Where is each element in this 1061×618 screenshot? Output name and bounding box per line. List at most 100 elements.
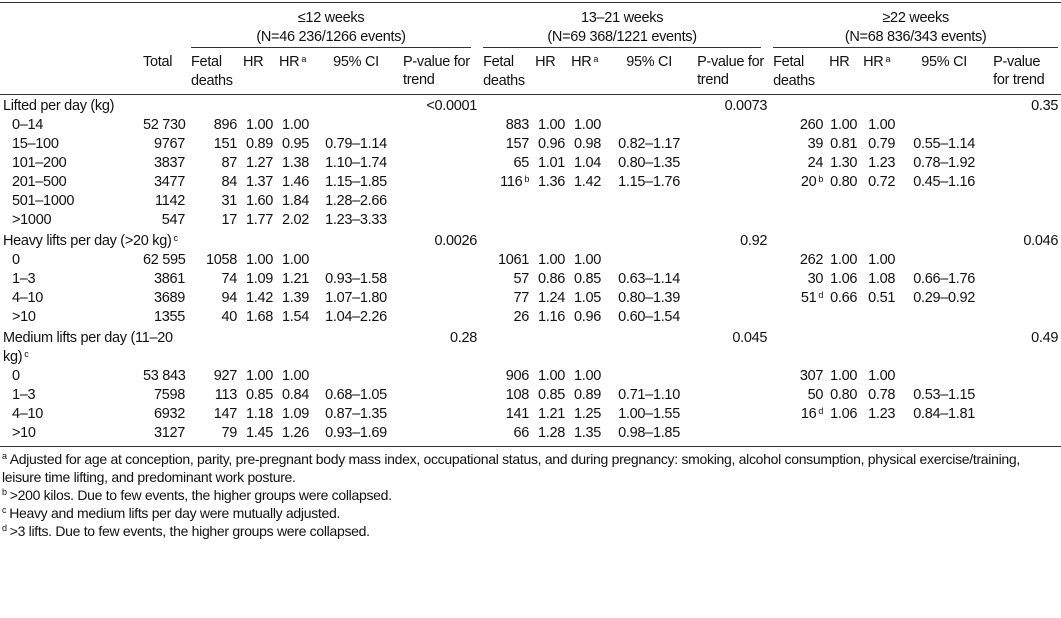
column-header: HR a [568, 50, 605, 95]
hra-cell: 1.09 [281, 406, 309, 422]
spacer [188, 327, 400, 367]
empty-cell [400, 116, 480, 135]
deaths-cell: 79 [188, 424, 240, 447]
footnote-ref: b [524, 174, 530, 184]
empty-cell [400, 270, 480, 289]
ci-cell: 0.79–1.14 [325, 136, 387, 152]
deaths-value: 65 [513, 155, 530, 171]
column-header: HR [240, 50, 276, 95]
ci-cell: 0.68–1.05 [325, 387, 387, 403]
column-header: HR a [276, 50, 312, 95]
p-value: 0.92 [740, 233, 768, 249]
total-cell: 3477 [153, 174, 185, 190]
hr-cell: 0.89 [245, 136, 273, 152]
empty-cell [694, 135, 770, 154]
hra-cell: 1.00 [868, 117, 896, 133]
row-label: 0 [12, 368, 20, 384]
deaths-cell: 57 [480, 270, 532, 289]
deaths-value: 39 [807, 136, 824, 152]
ci-cell: 0.93–1.69 [312, 424, 400, 447]
empty-cell [312, 251, 400, 270]
hra-cell: 1.05 [574, 290, 602, 306]
p-value: 0.28 [450, 330, 478, 346]
hr-cell: 1.60 [245, 193, 273, 209]
total-cell: 9767 [153, 136, 185, 152]
hra-cell: 0.95 [281, 136, 309, 152]
hra-cell: 1.21 [281, 271, 309, 287]
empty-cell [990, 135, 1061, 154]
section-label-text: Medium lifts per day (11–20 kg) [3, 330, 173, 365]
data-row: 1–3 7598 113 0.85 0.84 0.68–1.05 108 0.85 0.89 0.… [0, 386, 1061, 405]
column-header-text: HR [571, 54, 592, 70]
hr-cell: 1.00 [245, 117, 273, 133]
data-row: 0 53 843 927 1.00 1.00 906 1.00 1.00 307 1.00 1.00 [0, 367, 1061, 386]
hr-cell: 1.30 [830, 155, 858, 171]
spacer [480, 230, 694, 251]
hr-cell: 1.42 [245, 290, 273, 306]
hra-cell: 1.38 [281, 155, 309, 171]
column-header: P-value for trend [694, 50, 771, 95]
footnote-ref: a [593, 54, 599, 64]
group-header: ≤12 weeks (N=46 236/1266 events) [188, 2, 481, 50]
deaths-cell: 262 [770, 251, 826, 270]
column-header: HR a [860, 50, 899, 95]
ci-cell: 0.55–1.14 [913, 136, 976, 152]
total-cell: 3689 [153, 290, 185, 306]
empty-cell [826, 424, 861, 447]
empty-cell [694, 211, 770, 230]
column-header-text: HR [279, 54, 300, 70]
ci-cell: 0.98–1.85 [604, 424, 695, 447]
deaths-cell: 39 [770, 135, 826, 154]
footnotes: a Adjusted for age at conception, parity,… [0, 450, 1061, 540]
ci-cell: 0.45–1.16 [913, 174, 976, 190]
total-cell: 3127 [140, 424, 188, 447]
empty-cell [826, 211, 860, 230]
empty-cell [694, 154, 770, 173]
hr-cell: 1.00 [830, 117, 858, 133]
deaths-cell [480, 192, 532, 211]
deaths-value: 927 [213, 368, 238, 384]
empty-cell [990, 116, 1061, 135]
group-label: ≤12 weeks [297, 10, 365, 26]
deaths-cell: 1058 [188, 251, 240, 270]
deaths-value: 50 [807, 387, 824, 403]
deaths-cell: 260 [770, 116, 826, 135]
deaths-value: 40 [221, 309, 237, 325]
deaths-cell: 26 [480, 308, 532, 327]
empty-cell [400, 173, 480, 192]
data-row: 0–14 52 730 896 1.00 1.00 883 1.00 1.00 260 1.00 1… [0, 116, 1061, 135]
empty-cell [694, 251, 770, 270]
hra-cell: 1.35 [568, 424, 605, 447]
p-value: <0.0001 [426, 98, 478, 114]
spacer [770, 230, 990, 251]
group-n: (N=46 236/1266 events) [256, 29, 406, 45]
hr-cell: 1.45 [240, 424, 276, 447]
deaths-cell: 16 d [770, 405, 826, 424]
hr-cell: 1.06 [830, 406, 858, 422]
deaths-value: 17 [221, 212, 237, 228]
empty-cell [400, 154, 480, 173]
deaths-cell: 94 [188, 289, 240, 308]
hra-cell: 1.00 [281, 117, 309, 133]
total-cell: 6932 [153, 406, 185, 422]
deaths-cell: 141 [480, 405, 532, 424]
ci-cell: 0.60–1.54 [618, 309, 680, 325]
empty-cell [568, 192, 604, 211]
hr-cell: 1.16 [538, 309, 566, 325]
deaths-cell [770, 211, 826, 230]
total-spacer [140, 2, 188, 50]
deaths-value: 151 [213, 136, 238, 152]
deaths-value: 883 [505, 117, 530, 133]
deaths-cell: 17 [188, 211, 240, 230]
footnote-ref: c [173, 233, 179, 243]
footnote-ref: a [885, 54, 891, 64]
hr-cell: 1.09 [245, 271, 273, 287]
hr-cell: 0.81 [830, 136, 858, 152]
empty-cell [400, 386, 480, 405]
deaths-value: 896 [213, 117, 238, 133]
hra-cell: 1.42 [574, 174, 602, 190]
ci-cell: 1.07–1.80 [325, 290, 387, 306]
hr-cell: 1.00 [830, 252, 858, 268]
deaths-value: 51 [800, 290, 817, 306]
empty-cell [898, 367, 990, 386]
